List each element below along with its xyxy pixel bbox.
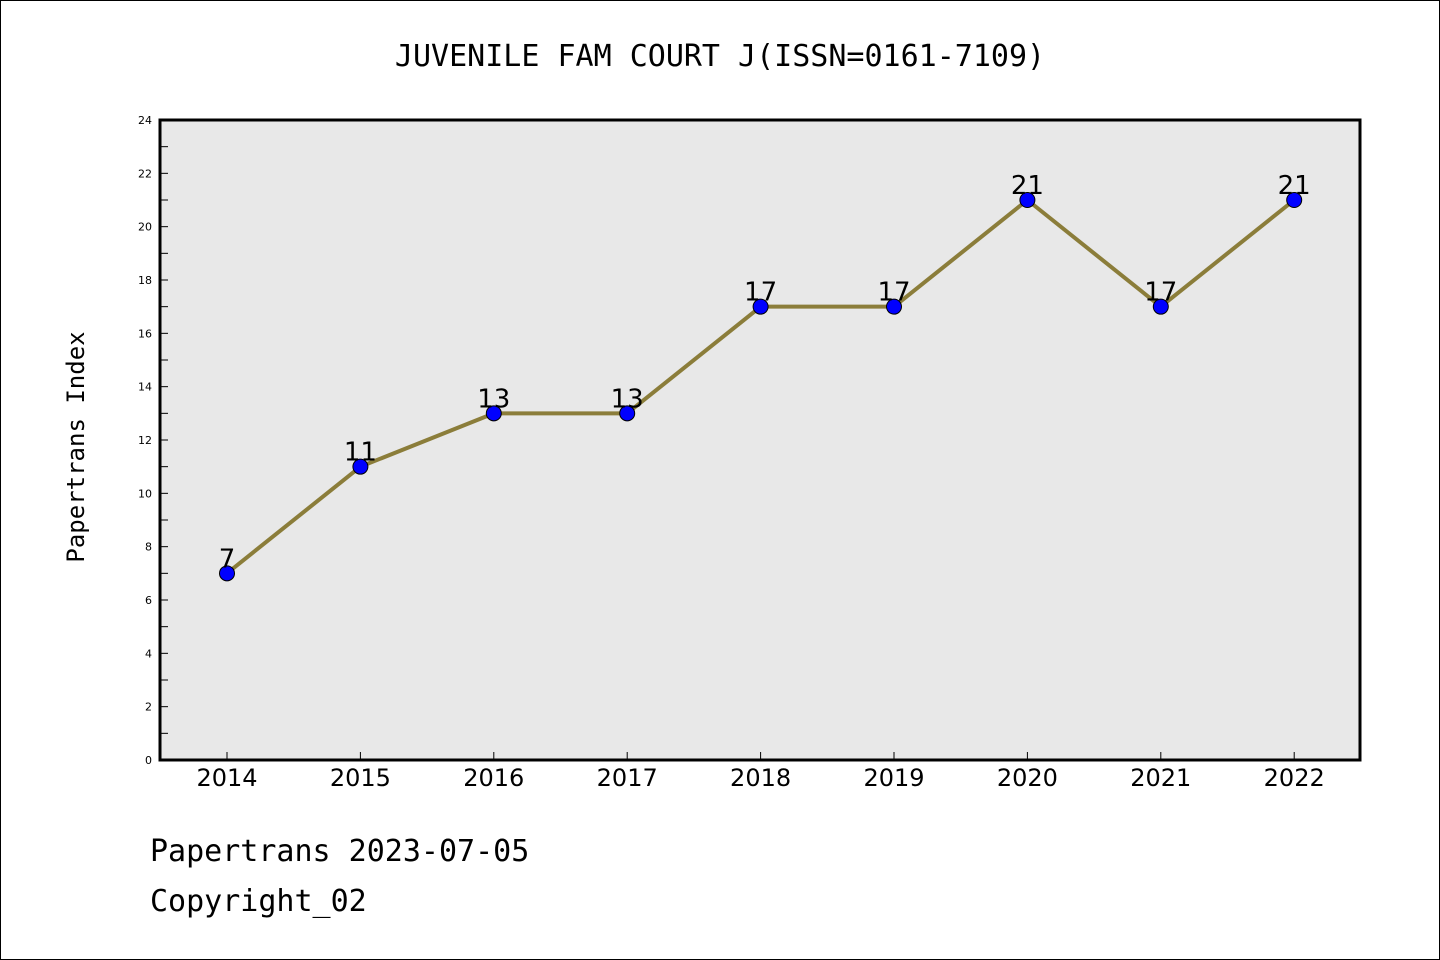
series-group: 7 11 13 13 17 17 21 17 21	[219, 171, 1311, 582]
y-tick-label: 8	[145, 541, 152, 554]
data-point	[1152, 298, 1169, 315]
y-tick-label: 10	[138, 487, 152, 500]
data-point	[219, 565, 235, 582]
data-label: 21	[1011, 171, 1044, 201]
x-tick-label: 2019	[863, 764, 924, 792]
data-label: 7	[219, 544, 236, 574]
y-axis-label: Papertrans Index	[62, 331, 90, 562]
data-label: 13	[477, 384, 510, 414]
y-tick-label: 20	[138, 221, 152, 234]
x-tick-label: 2014	[196, 764, 257, 792]
y-tick-label: 2	[145, 701, 152, 714]
plot-area	[160, 120, 1360, 760]
x-axis-ticks: 2014 2015 2016 2017 2018 2019 2020 2021 2022	[196, 752, 1325, 792]
x-tick-label: 2022	[1264, 764, 1325, 792]
y-tick-label: 24	[138, 114, 152, 127]
data-point	[619, 405, 636, 422]
data-label: 21	[1278, 171, 1311, 201]
data-point	[1286, 192, 1303, 208]
x-tick-label: 2017	[597, 764, 658, 792]
x-tick-label: 2018	[730, 764, 791, 792]
plot-border	[158, 118, 1362, 762]
data-label: 17	[744, 278, 777, 308]
y-tick-label: 12	[138, 434, 152, 447]
data-label: 11	[344, 438, 377, 468]
x-tick-label: 2021	[1130, 764, 1191, 792]
y-tick-label: 0	[145, 754, 152, 767]
y-tick-label: 4	[145, 647, 152, 660]
y-tick-label: 18	[138, 274, 152, 287]
chart-title: JUVENILE FAM COURT J(ISSN=0161-7109)	[395, 39, 1045, 74]
y-tick-label: 16	[138, 327, 152, 340]
data-point	[485, 405, 502, 422]
data-label: 13	[611, 384, 644, 414]
y-tick-label: 22	[138, 167, 152, 180]
data-point	[352, 458, 369, 475]
footer-source: Papertrans 2023-07-05	[150, 834, 530, 869]
x-tick-label: 2020	[997, 764, 1058, 792]
data-point	[752, 298, 769, 315]
y-tick-label: 14	[138, 381, 152, 394]
x-tick-label: 2016	[463, 764, 524, 792]
x-tick-label: 2015	[330, 764, 391, 792]
data-label: 17	[1144, 278, 1177, 308]
data-point	[886, 298, 902, 315]
data-label: 17	[877, 278, 910, 308]
y-tick-label: 6	[145, 594, 152, 607]
data-point	[1019, 192, 1036, 208]
footer-copyright: Copyright_02	[150, 884, 367, 919]
